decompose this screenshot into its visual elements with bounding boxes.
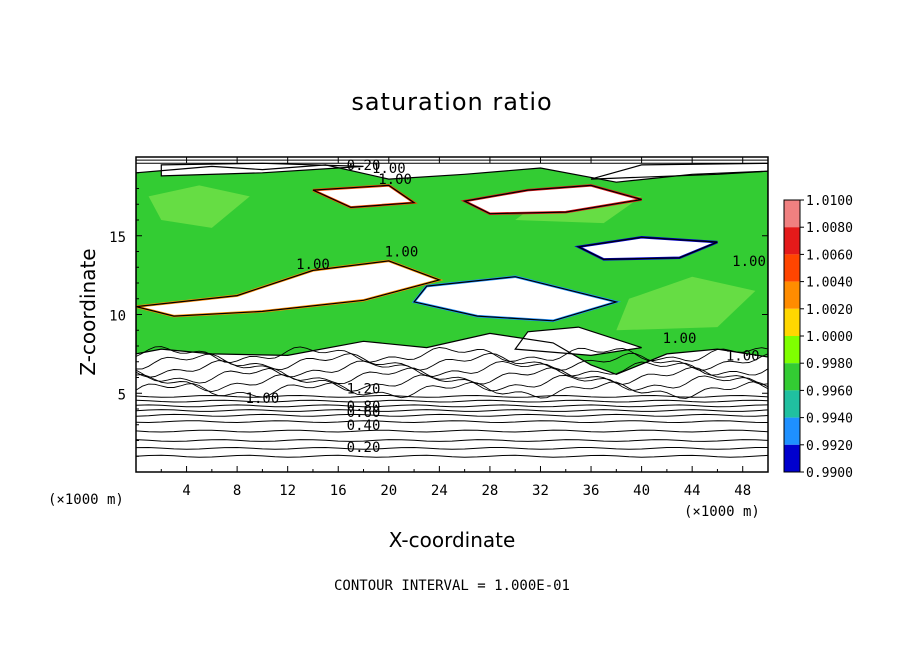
x-axis-unit: (×1000 m) (684, 504, 760, 520)
contour-label: 1.00 (732, 254, 766, 270)
contour-line (462, 184, 642, 215)
chart-title: saturation ratio (351, 88, 553, 116)
colorbar-swatch (784, 281, 800, 309)
contour-line (413, 276, 619, 322)
contour-label: 1.00 (296, 257, 330, 273)
colorbar-label: 0.9940 (806, 412, 853, 427)
colorbar-label: 1.0060 (806, 248, 853, 263)
contour-label: 1.00 (663, 331, 697, 347)
contour-line (160, 162, 364, 177)
field-region-white (313, 185, 415, 208)
contour-line (136, 260, 442, 317)
contour-line (136, 164, 768, 376)
x-tick-label: 28 (481, 483, 498, 499)
x-tick-label: 8 (233, 483, 241, 499)
field-region-white (414, 276, 617, 321)
contour-label: 0.60 (347, 405, 381, 421)
colorbar-label: 0.9960 (806, 384, 853, 399)
colorbar-label: 1.0020 (806, 303, 853, 318)
colorbar: 1.0100 1.0080 1.0060 1.0040 1.0020 1.0000 0.99… (783, 194, 853, 481)
contour-line (136, 366, 768, 385)
contour-label: 1.00 (372, 161, 406, 177)
contour-line (136, 394, 768, 398)
colorbar-label: 1.0040 (806, 276, 853, 291)
field-region-lightgreen (616, 276, 756, 331)
colorbar-label: 0.9920 (806, 439, 853, 454)
contour-line (136, 429, 768, 433)
field-region-white (515, 327, 642, 356)
colorbar-label: 1.0000 (806, 330, 853, 345)
colorbar-swatch (784, 417, 800, 445)
contour-line (136, 446, 768, 450)
contour-line (136, 420, 768, 424)
contour-line (136, 346, 768, 364)
x-tick-label: 48 (734, 483, 751, 499)
contour-line (136, 413, 768, 417)
contour-labels: 0.201.001.001.001.00 1.001.001.001.201.00… (246, 158, 766, 456)
x-tick-label: 16 (330, 483, 347, 499)
contour-line (136, 360, 768, 378)
colorbar-swatch (784, 254, 800, 282)
x-tick-label: 4 (182, 483, 190, 499)
y-tick-label: 15 (109, 230, 126, 246)
x-tick-label: 32 (532, 483, 549, 499)
contour-lines (136, 159, 768, 458)
colorbar-swatch (784, 227, 800, 255)
contour-label: 0.40 (347, 418, 381, 434)
y-axis-unit: (×1000 m) (48, 492, 124, 508)
contour-line (136, 352, 768, 371)
contour-line (136, 409, 768, 412)
contour-line (514, 326, 642, 357)
contour-line (136, 454, 768, 458)
x-tick-label: 12 (279, 483, 296, 499)
contour-line (576, 236, 718, 261)
contour-line (136, 374, 768, 393)
contour-line (312, 184, 416, 209)
saturation-field (136, 163, 768, 375)
colorbar-swatch (784, 200, 800, 228)
contour-label: 1.20 (347, 382, 381, 398)
y-tick-label: 5 (118, 387, 126, 403)
contour-label: 1.00 (246, 391, 280, 407)
colorbar-label: 0.9980 (806, 357, 853, 372)
contour-line (136, 381, 768, 399)
field-region-lightgreen (148, 185, 250, 228)
x-tick-label: 40 (633, 483, 650, 499)
contour-label: 1.00 (378, 172, 412, 188)
contour-line (136, 439, 768, 442)
field-region-white (136, 260, 440, 317)
x-tick-label: 24 (431, 483, 448, 499)
colorbar-swatch (784, 363, 800, 391)
colorbar-swatch (784, 390, 800, 418)
contour-label: 0.20 (347, 440, 381, 456)
colorbar-swatch (784, 336, 800, 364)
colorbar-label: 0.9900 (806, 466, 853, 481)
colorbar-label: 1.0100 (806, 194, 853, 209)
x-tick-label: 20 (380, 483, 397, 499)
x-tick-label: 36 (583, 483, 600, 499)
x-axis-label: X-coordinate (388, 528, 516, 552)
colorbar-swatch (784, 444, 800, 472)
contour-label: 0.80 (347, 399, 381, 415)
colorbar-label: 1.0080 (806, 221, 853, 236)
contour-interval-note: CONTOUR INTERVAL = 1.000E-01 (333, 578, 570, 594)
contour-label: 1.00 (726, 348, 760, 364)
contour-line (136, 399, 768, 403)
contour-line (590, 162, 768, 180)
y-tick-label: 10 (109, 309, 126, 325)
colorbar-swatch (784, 308, 800, 336)
contour-label: 0.20 (347, 158, 381, 174)
x-tick-label: 44 (684, 483, 701, 499)
contour-line (136, 404, 768, 408)
contour-label: 1.00 (385, 245, 419, 261)
